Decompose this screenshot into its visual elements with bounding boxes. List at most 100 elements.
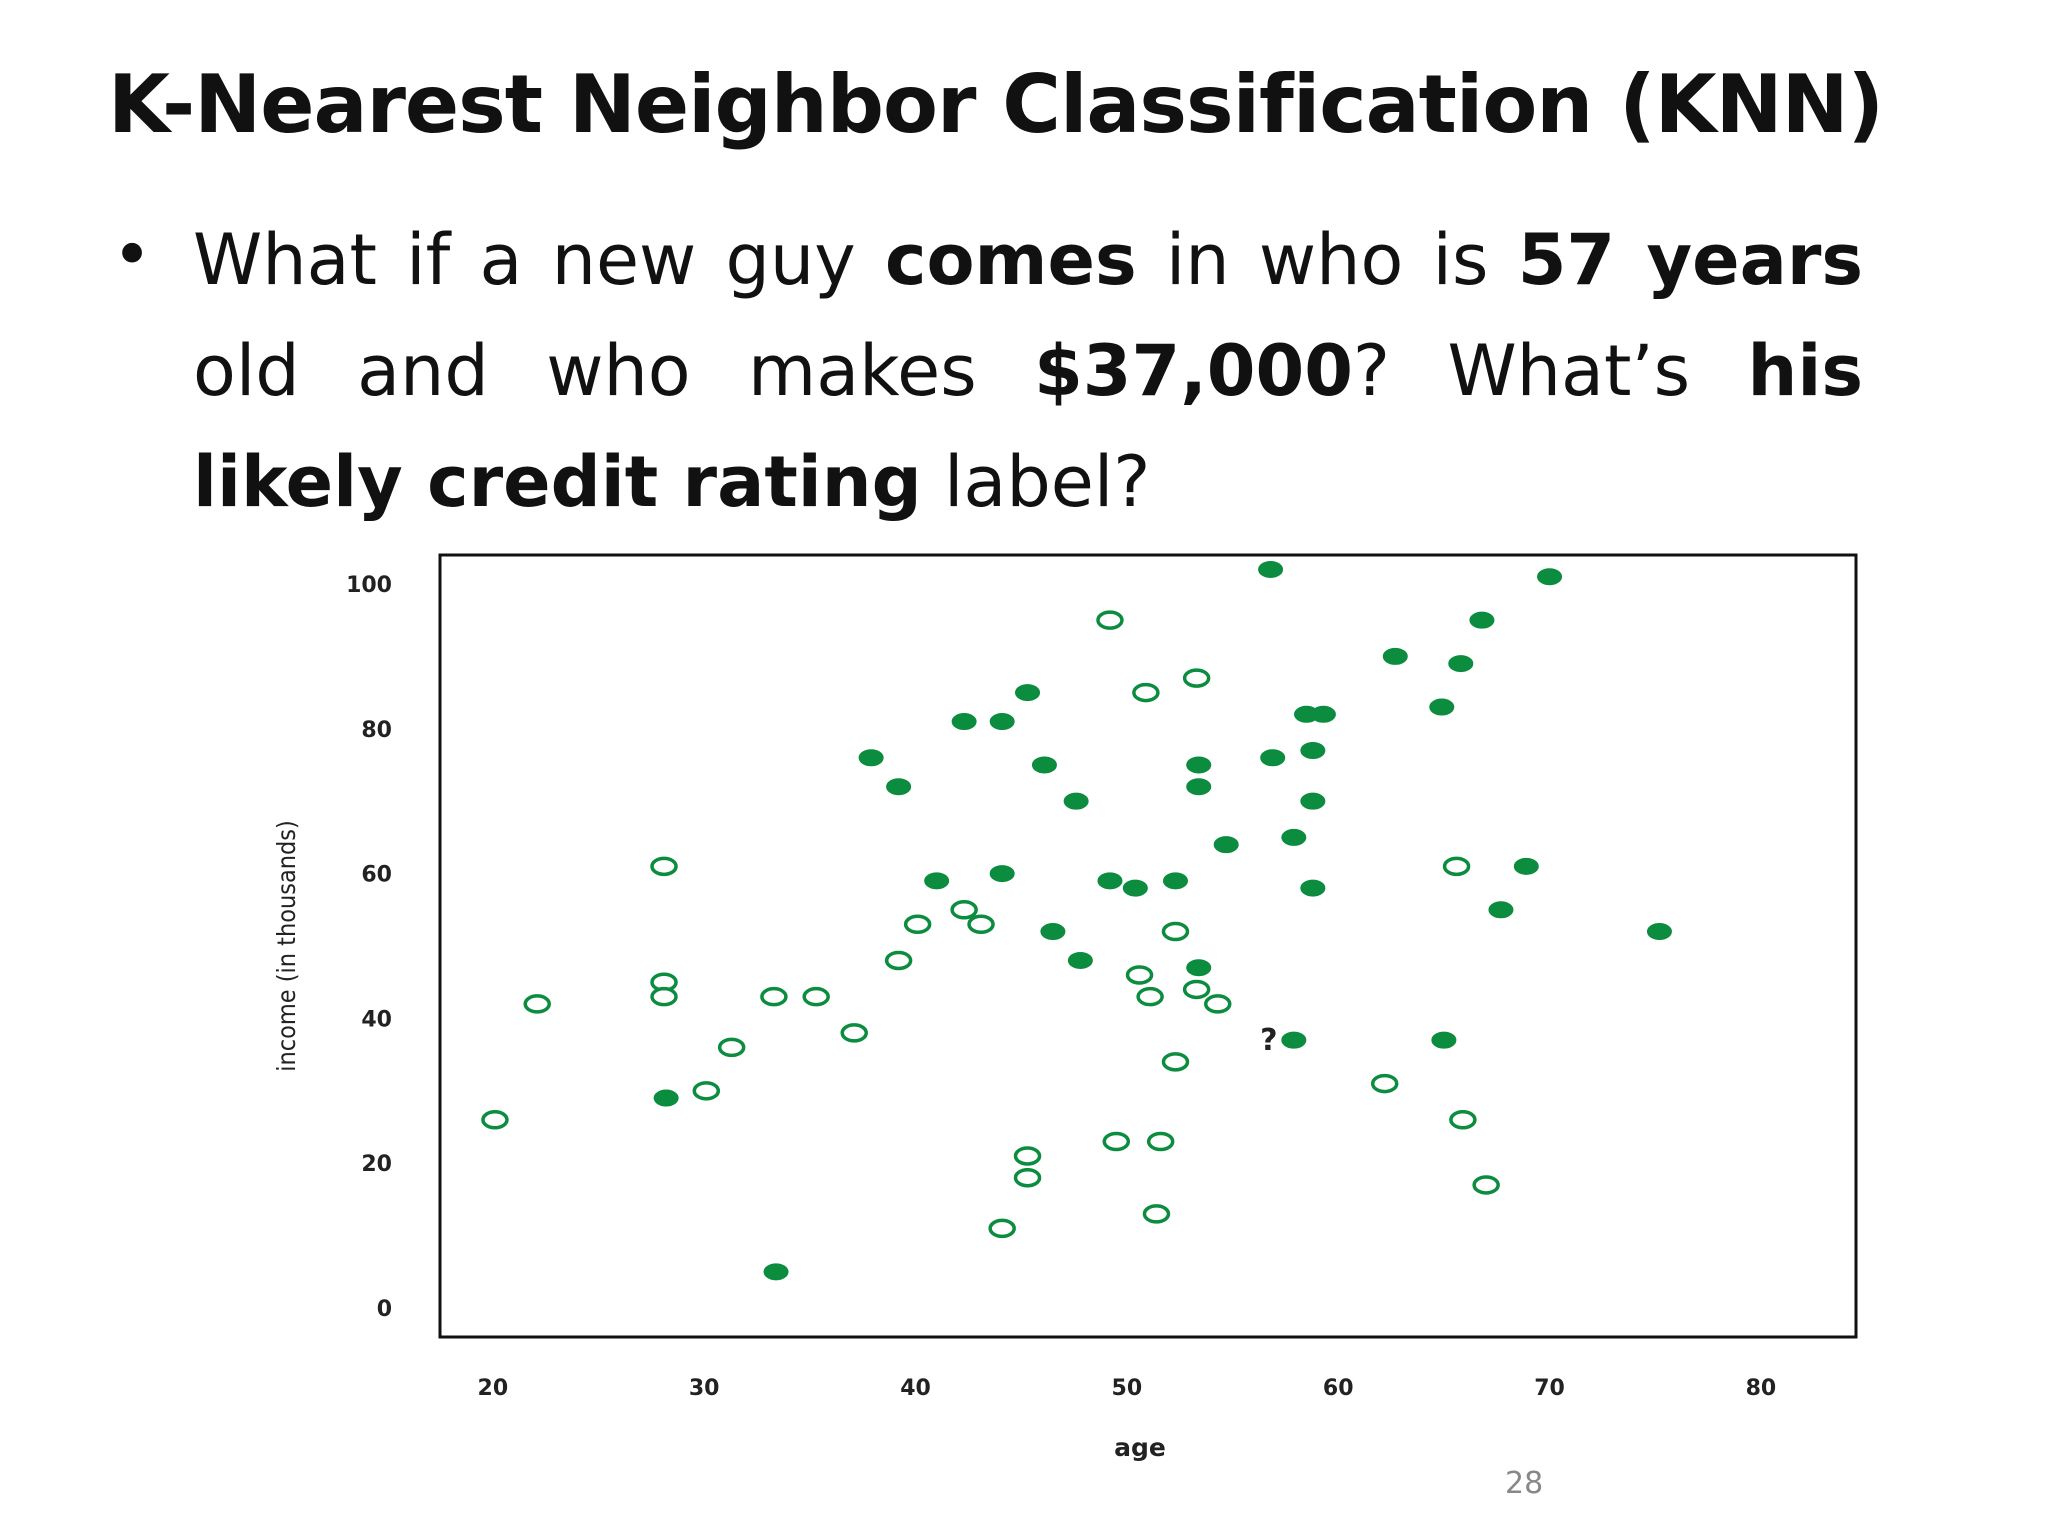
filled-data-point (1537, 568, 1563, 586)
hollow-data-point (692, 1081, 721, 1101)
filled-data-point (1300, 792, 1326, 810)
hollow-data-point (1182, 979, 1211, 1000)
filled-data-point (1258, 560, 1284, 578)
filled-data-point (1186, 778, 1212, 796)
filled-data-point (1281, 1031, 1307, 1049)
x-axis-title: age (1114, 1433, 1166, 1462)
hollow-data-point (967, 914, 995, 935)
bullet-text-segment: 57 years (1517, 219, 1864, 301)
filled-data-point (989, 713, 1015, 731)
filled-data-point (989, 865, 1015, 883)
x-tick-label: 20 (478, 1376, 509, 1401)
hollow-data-point (1132, 682, 1160, 703)
bullet-text-segment: $37,000 (1034, 330, 1353, 412)
hollow-data-point (650, 986, 678, 1007)
page-number: 28 (1505, 1466, 1544, 1501)
x-tick-label: 30 (689, 1376, 720, 1401)
x-tick-label: 60 (1323, 1376, 1354, 1401)
filled-data-point (1031, 756, 1057, 774)
filled-data-point (1382, 647, 1408, 665)
hollow-data-point (1136, 986, 1164, 1007)
filled-data-point (1281, 828, 1307, 846)
hollow-data-point (760, 986, 788, 1007)
hollow-data-point (1472, 1175, 1500, 1195)
x-tick-label: 40 (900, 1376, 931, 1401)
y-tick-label: 0 (377, 1297, 392, 1322)
hollow-data-point (884, 950, 913, 971)
filled-data-point (1260, 749, 1286, 767)
hollow-data-point (988, 1218, 1016, 1239)
hollow-data-point (1449, 1110, 1477, 1130)
filled-data-point (763, 1263, 789, 1281)
filled-data-point (886, 778, 912, 796)
bullet-text-segment: label? (921, 441, 1151, 523)
plot-frame (438, 553, 1858, 1339)
filled-data-point (951, 713, 977, 731)
filled-data-point (1186, 756, 1212, 774)
hollow-data-point (523, 994, 551, 1014)
filled-data-point (858, 749, 884, 767)
filled-data-point (1063, 792, 1089, 810)
hollow-data-point (903, 914, 932, 935)
filled-data-point (1122, 879, 1148, 897)
y-tick-label: 100 (346, 573, 392, 598)
hollow-data-point (1013, 1146, 1042, 1166)
filled-data-point (1488, 901, 1514, 919)
hollow-data-point (1370, 1073, 1399, 1094)
filled-data-point (1310, 705, 1336, 723)
hollow-data-point (1013, 1167, 1042, 1188)
hollow-data-point (481, 1110, 509, 1130)
hollow-data-point (802, 986, 830, 1007)
bullet-dot: • (112, 216, 153, 295)
hollow-data-point (1161, 1052, 1190, 1072)
filled-data-point (1646, 923, 1672, 941)
filled-data-point (653, 1089, 679, 1107)
filled-data-point (1040, 923, 1066, 941)
bullet-text-segment: in who is (1136, 219, 1518, 301)
filled-data-point (1213, 836, 1239, 854)
filled-data-point (1162, 872, 1188, 890)
hollow-data-point (1161, 921, 1190, 942)
filled-data-point (1469, 611, 1495, 629)
x-tick-label: 80 (1746, 1376, 1777, 1401)
y-tick-label: 60 (361, 863, 392, 888)
bullet-text-segment: his likely credit rating (193, 330, 1864, 523)
filled-data-point (924, 872, 950, 890)
bullet-text-segment: ? What’s (1352, 330, 1748, 412)
query-point-label: ? (1260, 1023, 1277, 1058)
hollow-data-point (1142, 1204, 1171, 1224)
filled-data-point (1097, 872, 1123, 890)
hollow-data-point (1102, 1131, 1131, 1152)
x-tick-label: 70 (1534, 1376, 1565, 1401)
hollow-data-point (650, 856, 678, 877)
bullet-text-segment: old and who makes (193, 330, 1035, 412)
filled-data-point (1015, 684, 1041, 702)
bullet-text-segment: What if a new guy (193, 219, 885, 301)
hollow-data-point (840, 1023, 868, 1043)
x-tick-label: 50 (1112, 1376, 1143, 1401)
x-axis-ticks: 20 30 40 50 60 70 80 (478, 1376, 1777, 1401)
filled-data-point (1300, 879, 1326, 897)
y-tick-label: 20 (361, 1152, 392, 1177)
y-axis-ticks: 0 20 40 60 80 100 (346, 573, 392, 1322)
bullet-text: What if a new guy comes in who is 57 yea… (193, 205, 1863, 538)
hollow-data-point (717, 1037, 746, 1058)
hollow-data-point (1442, 856, 1471, 877)
bullet-text-segment: comes (884, 219, 1137, 301)
hollow-data-point (1096, 610, 1124, 630)
filled-data-point (1513, 857, 1539, 875)
filled-data-point (1300, 742, 1326, 759)
hollow-data-point (1182, 668, 1211, 688)
data-points (481, 560, 1672, 1281)
y-tick-label: 80 (361, 718, 392, 743)
y-axis-title: income (in thousands) (272, 820, 301, 1072)
hollow-data-point (950, 900, 978, 920)
slide-title: K-Nearest Neighbor Classification (KNN) (108, 58, 1884, 151)
hollow-data-point (1203, 994, 1232, 1014)
filled-data-point (1186, 959, 1212, 977)
filled-data-point (1431, 1031, 1457, 1049)
hollow-data-point (1125, 965, 1154, 985)
hollow-data-point (1146, 1131, 1175, 1152)
y-tick-label: 40 (361, 1007, 392, 1032)
